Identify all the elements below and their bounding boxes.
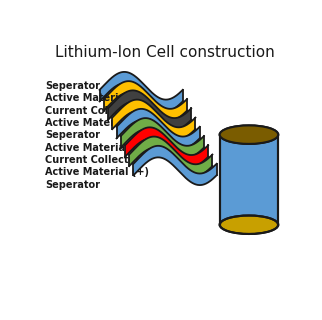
Text: Active Material (+): Active Material (+) [45,167,149,177]
Ellipse shape [220,125,278,144]
Text: Active Material (-): Active Material (-) [45,93,145,103]
Ellipse shape [220,125,278,144]
Polygon shape [112,100,195,139]
Polygon shape [125,127,208,167]
Text: Lithium-Ion Cell construction: Lithium-Ion Cell construction [55,44,275,60]
Ellipse shape [220,215,278,234]
Bar [220,135,278,225]
Text: Seperator: Seperator [45,81,100,91]
Polygon shape [99,72,183,111]
Text: Seperator: Seperator [45,180,100,190]
Polygon shape [104,81,187,120]
Bar [220,135,278,225]
Text: Active Material (+): Active Material (+) [45,143,149,153]
Text: Seperator: Seperator [45,131,100,140]
Polygon shape [129,137,213,176]
Polygon shape [121,118,204,157]
Text: Active Material (-): Active Material (-) [45,118,145,128]
Polygon shape [133,146,217,185]
Polygon shape [117,109,200,148]
Polygon shape [108,90,191,130]
Text: Current Collector: Current Collector [45,155,140,165]
Text: Current Collector: Current Collector [45,106,140,116]
